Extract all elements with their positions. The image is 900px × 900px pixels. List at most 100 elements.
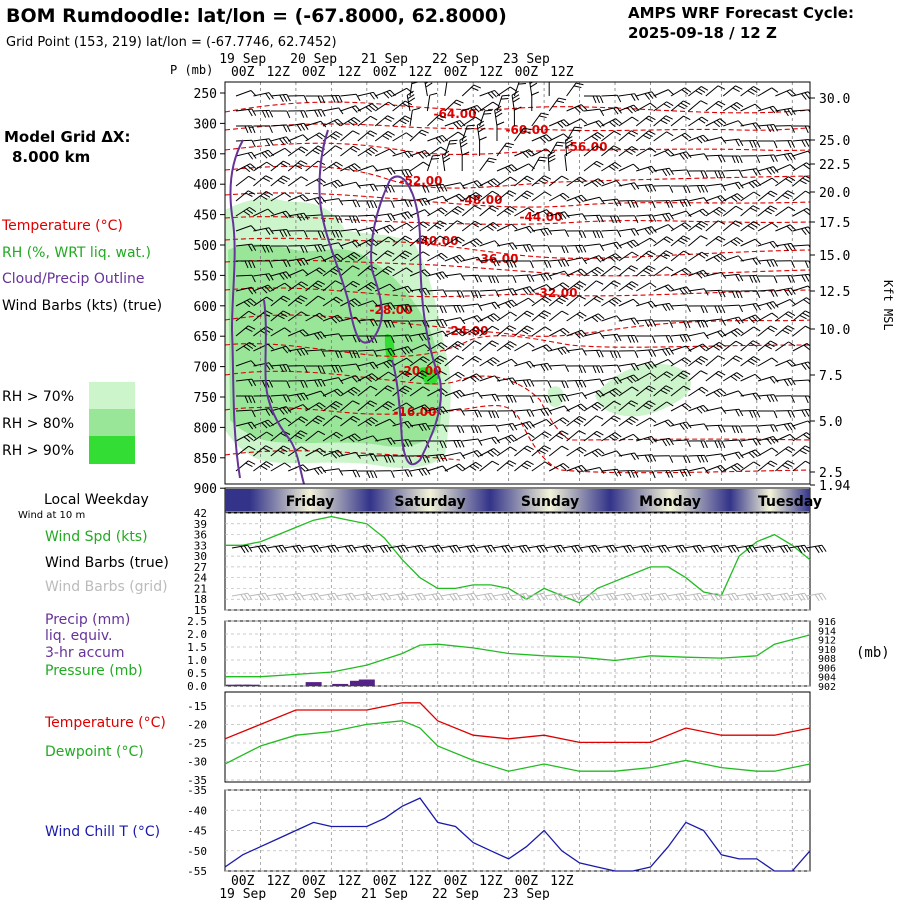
wind-barb [270, 327, 292, 337]
weekday-label: Saturday [394, 494, 465, 510]
wind-barb [775, 224, 796, 232]
wind-barb [444, 340, 465, 352]
wind-barb [670, 100, 691, 112]
wind-barb [409, 344, 431, 352]
wind-barb [635, 372, 657, 382]
wind-barb [392, 199, 413, 208]
wind-barb [583, 365, 604, 374]
wind-barb [757, 275, 778, 284]
wind-barb [583, 145, 604, 157]
wind-barb [305, 295, 326, 307]
wind-barb [357, 183, 378, 192]
panel-tick-label: -40 [187, 804, 207, 817]
wind-barb [705, 370, 726, 382]
wind-barb [270, 147, 292, 157]
wind-barb [775, 190, 795, 202]
wind-barb [549, 119, 570, 129]
wind-barb [653, 419, 675, 427]
wind-barb-true [527, 544, 549, 554]
wind-barb [531, 418, 553, 427]
wind-barb [601, 229, 622, 238]
wind-barb [305, 230, 326, 239]
wind-barb [740, 449, 762, 459]
wind-barb [740, 303, 761, 311]
wind-barb [653, 302, 674, 312]
wind-barb-grid [510, 592, 531, 602]
wind-barb [235, 175, 256, 187]
wind-barb [253, 408, 274, 416]
wind-barb [340, 228, 361, 236]
wind-barb [305, 402, 326, 412]
wind-barb [392, 357, 413, 367]
wind-barb [444, 452, 466, 460]
top-date-label: 23 Sep [503, 52, 550, 67]
top-hour-label: 12Z [337, 65, 361, 80]
wind-barb [253, 138, 274, 147]
wind-barb [374, 250, 395, 262]
wind-barb [792, 125, 810, 134]
wind-barb [340, 105, 362, 113]
forecast-cycle-line1: AMPS WRF Forecast Cycle: [628, 4, 854, 22]
wind-barb [270, 136, 292, 145]
wind-barb [374, 236, 396, 247]
wind-barb [618, 386, 639, 397]
wind-barb [635, 250, 656, 262]
wind-barb [462, 425, 482, 434]
wind-barb-grid [806, 592, 827, 602]
wind-barb [740, 139, 761, 148]
wind-barb [566, 176, 587, 187]
temperature-contour [225, 123, 810, 132]
wind-barb [740, 290, 761, 298]
wind-barb [601, 180, 623, 187]
wind-barb [757, 447, 779, 457]
wind-barb [461, 116, 483, 127]
weekday-label: Friday [286, 494, 335, 510]
wind-barb [531, 112, 549, 127]
wind-barb [688, 153, 709, 161]
wind-barb [496, 142, 514, 157]
wind-barb [496, 434, 518, 444]
wind-barb [235, 206, 257, 217]
wind-barb [305, 244, 326, 253]
panel-tick-label: 36 [194, 529, 207, 542]
wind-barb [653, 149, 675, 157]
wind-barb [566, 244, 587, 253]
wind-barb [357, 453, 378, 462]
wind-barb [392, 150, 414, 159]
wind-barb [740, 179, 762, 189]
wind-barb [601, 130, 621, 142]
wind-barb [635, 130, 656, 142]
wind-barb [444, 119, 466, 129]
wind-barb [670, 198, 692, 208]
wind-barb-grid [336, 592, 357, 602]
wind-barb [253, 149, 275, 159]
wind-barb [322, 468, 344, 476]
panel-tick-label: -50 [187, 845, 207, 858]
legend-rh80-swatch [89, 409, 135, 436]
temperature-contour [225, 192, 810, 208]
wind-barb [461, 461, 483, 472]
wind-barb [757, 166, 779, 175]
precip-bar [349, 680, 366, 686]
wind-barb [636, 165, 657, 174]
model-grid-value: 8.000 km [12, 148, 90, 166]
wind-barb [427, 114, 447, 127]
panel-tick-label: 2.5 [187, 615, 207, 628]
pressure-tick-label: 750 [194, 391, 217, 406]
wind-barb [740, 410, 761, 418]
wind-barb [705, 235, 726, 247]
wind-barb [792, 395, 810, 404]
wind-barb [653, 101, 674, 112]
pressure-tick-label: 600 [194, 300, 217, 315]
wind-barb [270, 93, 291, 103]
wind-barb [531, 245, 552, 253]
wind-barb [722, 102, 744, 112]
legend-rh70: RH > 70% [2, 389, 74, 405]
temperature-contour [225, 287, 810, 298]
wind-barb [688, 86, 709, 97]
panel-tick-label: 27 [194, 561, 207, 574]
wind-barb [253, 109, 274, 118]
wind-barbs-true-label: Wind Barbs (true) [45, 555, 169, 571]
wind-barb [635, 385, 656, 397]
wind-barb [549, 393, 570, 402]
